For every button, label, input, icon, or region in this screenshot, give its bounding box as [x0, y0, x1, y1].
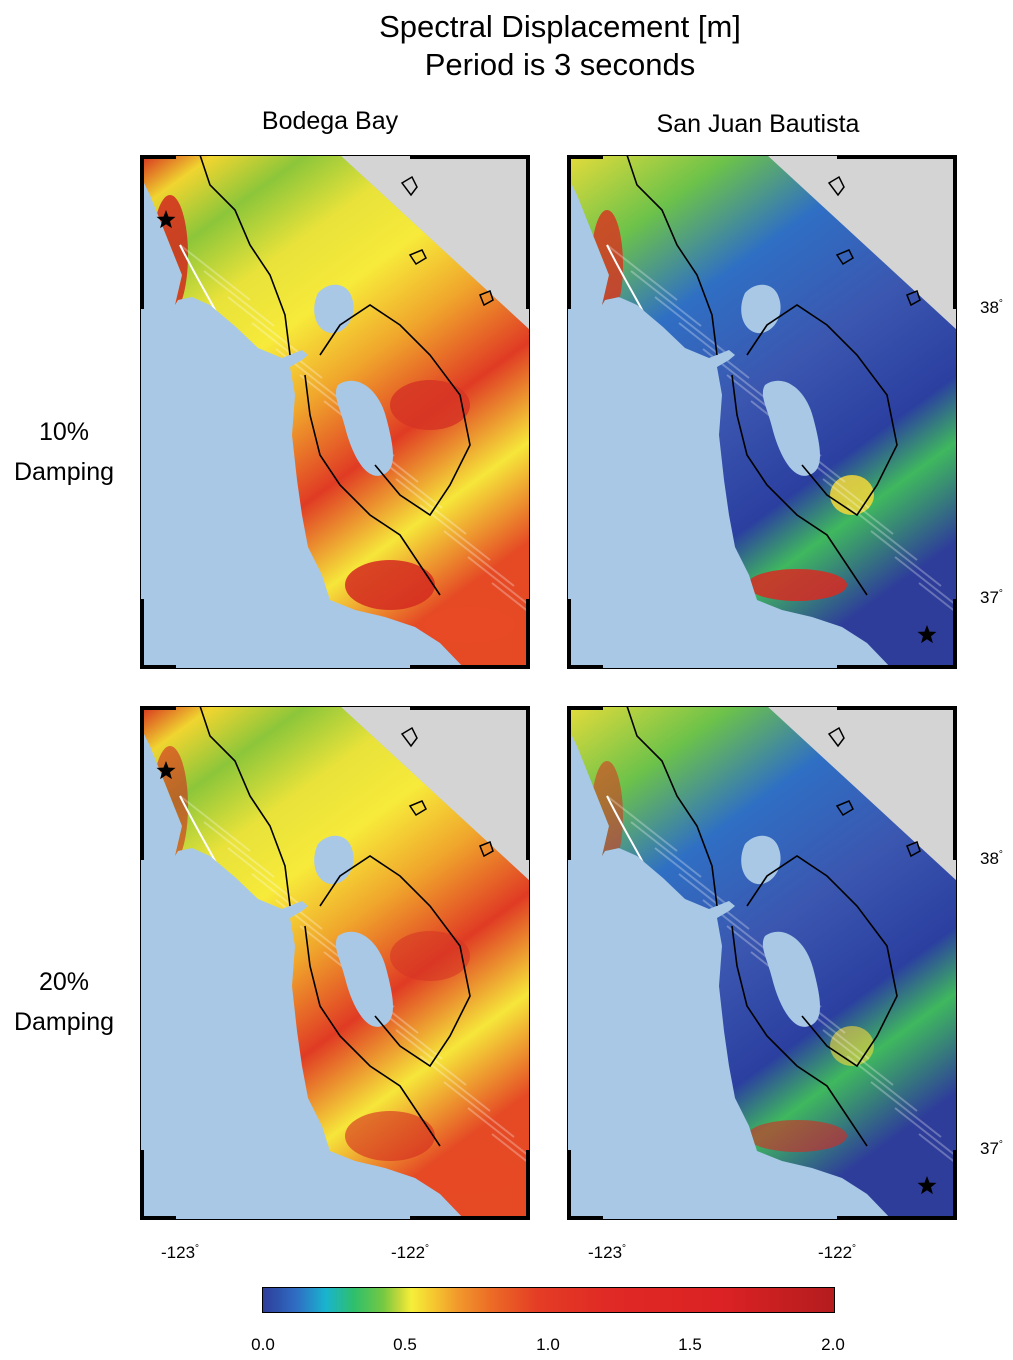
- row-label-20-word: Damping: [13, 1008, 115, 1036]
- relief-streak: [846, 504, 918, 561]
- relief-streak: [846, 1055, 918, 1112]
- reservoir-outline: [400, 726, 494, 858]
- lon-label-123-right: -123°: [588, 1243, 627, 1262]
- map-frame: [140, 155, 530, 669]
- map-panel-bodega-10: [140, 155, 530, 669]
- land-surface: [140, 155, 530, 669]
- map-panel-sjb-20: [567, 706, 957, 1220]
- bay-water: [314, 835, 393, 1027]
- figure-title: Spectral Displacement [m] Period is 3 se…: [290, 8, 830, 84]
- reservoir-outline: [400, 175, 494, 307]
- bay-water: [314, 284, 393, 476]
- relief-streak: [606, 244, 678, 301]
- relief-streak: [822, 1029, 894, 1086]
- epicenter-star-icon: [156, 210, 176, 229]
- colorbar-tick-1.5: 1.5: [678, 1335, 702, 1354]
- relief-streak: [870, 530, 942, 587]
- hotspot: [390, 931, 470, 981]
- map-frame: [567, 706, 957, 1220]
- map-frame: [140, 706, 530, 1220]
- hotspot: [747, 569, 847, 601]
- column-label-bodega-bay: Bodega Bay: [261, 107, 399, 135]
- colorbar-tick-0.5: 0.5: [393, 1335, 417, 1354]
- relief-streak: [395, 478, 467, 535]
- bay-water: [741, 284, 820, 476]
- colorbar-tick-2.0: 2.0: [821, 1335, 845, 1354]
- hotspot: [345, 560, 435, 610]
- hotspot: [425, 1158, 515, 1194]
- epicenter-star-icon: [917, 1176, 937, 1195]
- epicenter-star-icon: [917, 625, 937, 644]
- relief-streak: [251, 873, 323, 930]
- epicenter-star-icon: [156, 761, 176, 780]
- county-boundary: [626, 155, 898, 596]
- relief-streak: [630, 270, 702, 327]
- land-surface: [567, 155, 957, 669]
- title-line-1: Spectral Displacement [m]: [379, 9, 741, 44]
- reservoir-outline: [827, 175, 921, 307]
- county-boundary: [199, 706, 471, 1147]
- lat-label-37-top: 37°: [980, 588, 1003, 607]
- relief-streak: [443, 1081, 515, 1138]
- colorbar: [262, 1287, 835, 1313]
- relief-streak: [419, 504, 491, 561]
- row-label-10-word: Damping: [13, 458, 115, 486]
- title-line-2: Period is 3 seconds: [424, 47, 696, 82]
- row-label-10-damping: 10% Damping: [0, 412, 128, 492]
- map-frame: [567, 155, 957, 669]
- county-boundary: [626, 706, 898, 1147]
- relief-streak: [251, 322, 323, 379]
- land-surface: [140, 706, 530, 1220]
- relief-streak: [227, 847, 299, 904]
- relief-streak: [678, 322, 750, 379]
- row-label-20-damping: 20% Damping: [0, 962, 128, 1042]
- map-panel-bodega-20: [140, 706, 530, 1220]
- relief-streak: [443, 530, 515, 587]
- row-label-20-pct: 20%: [38, 968, 90, 996]
- relief-streak: [179, 244, 251, 301]
- hotspot: [390, 380, 470, 430]
- lon-label-122-left: -122°: [391, 1243, 430, 1262]
- relief-streak: [654, 296, 726, 353]
- row-label-10-pct: 10%: [38, 418, 90, 446]
- colorbar-tick-1.0: 1.0: [536, 1335, 560, 1354]
- relief-streak: [678, 873, 750, 930]
- relief-streak: [606, 795, 678, 852]
- relief-streak: [179, 795, 251, 852]
- lat-label-37-bottom: 37°: [980, 1139, 1003, 1158]
- bay-water: [741, 835, 820, 1027]
- map-panel-sjb-10: [567, 155, 957, 669]
- relief-streak: [419, 1055, 491, 1112]
- relief-streak: [203, 821, 275, 878]
- relief-streak: [654, 847, 726, 904]
- lon-label-122-right: -122°: [818, 1243, 857, 1262]
- reservoir-outline: [827, 726, 921, 858]
- column-label-san-juan-bautista: San Juan Bautista: [656, 110, 860, 138]
- relief-streak: [395, 1029, 467, 1086]
- colorbar-tick-0: 0.0: [251, 1335, 275, 1354]
- lon-label-123-left: -123°: [161, 1243, 200, 1262]
- hotspot: [747, 1120, 847, 1152]
- hotspot: [345, 1111, 435, 1161]
- relief-streak: [630, 821, 702, 878]
- hotspot: [425, 607, 515, 643]
- relief-streak: [203, 270, 275, 327]
- land-surface: [567, 706, 957, 1220]
- relief-streak: [822, 478, 894, 535]
- lat-label-38-top: 38°: [980, 298, 1003, 317]
- relief-streak: [870, 1081, 942, 1138]
- relief-streak: [227, 296, 299, 353]
- lat-label-38-bottom: 38°: [980, 849, 1003, 868]
- county-boundary: [199, 155, 471, 596]
